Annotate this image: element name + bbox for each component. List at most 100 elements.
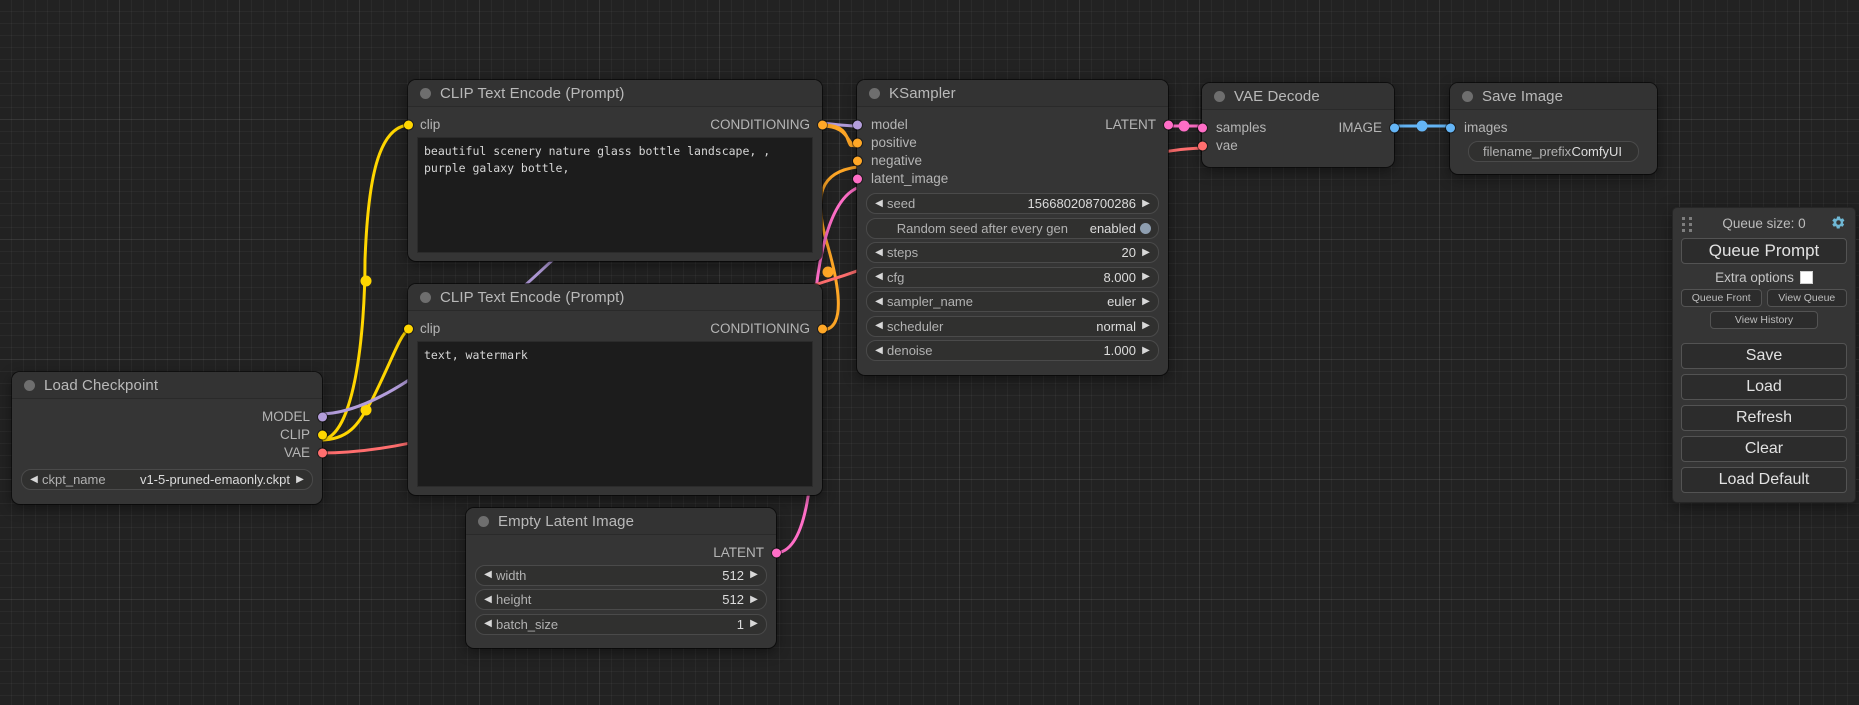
output-port-latent[interactable]: LATENT	[466, 544, 781, 561]
increment-arrow-icon[interactable]: ▶	[1142, 344, 1150, 356]
widget-filename-prefix[interactable]: filename_prefix ComfyUI	[1468, 141, 1639, 162]
collapse-dot-icon[interactable]	[420, 291, 431, 303]
decrement-arrow-icon[interactable]: ◀	[484, 569, 492, 580]
widget-batch-size[interactable]: ◀ batch_size 1 ▶	[475, 613, 767, 635]
port-dot-images-icon[interactable]	[1445, 123, 1455, 132]
increment-arrow-icon[interactable]: ▶	[750, 618, 758, 629]
widget-value: 20	[1121, 245, 1136, 260]
port-dot-model-icon[interactable]	[317, 412, 327, 421]
port-dot-conditioning-icon[interactable]	[817, 120, 827, 129]
output-port-model[interactable]: MODEL	[12, 408, 327, 425]
queue-prompt-button[interactable]: Queue Prompt	[1681, 238, 1847, 264]
decrement-arrow-icon[interactable]: ◀	[484, 618, 492, 629]
drag-handle-icon[interactable]	[1682, 217, 1693, 232]
increment-arrow-icon[interactable]: ▶	[1142, 320, 1150, 331]
port-dot-latent-icon[interactable]	[771, 548, 781, 557]
widget-random-seed-toggle[interactable]: Random seed after every gen enabled	[866, 217, 1159, 239]
node-title-bar[interactable]: CLIP Text Encode (Prompt)	[408, 284, 822, 311]
widget-label: height	[496, 592, 532, 607]
collapse-dot-icon[interactable]	[478, 515, 489, 527]
extra-options-checkbox[interactable]	[1799, 271, 1813, 284]
widget-label: ckpt_name	[42, 472, 106, 487]
load-button[interactable]: Load	[1681, 374, 1847, 400]
increment-arrow-icon[interactable]: ▶	[1142, 271, 1150, 282]
node-load-checkpoint[interactable]: Load Checkpoint MODEL CLIP VAE ◀ ckpt_na…	[12, 372, 327, 504]
collapse-dot-icon[interactable]	[869, 87, 880, 99]
output-port-vae[interactable]: VAE	[12, 444, 327, 461]
port-dot-latent-icon[interactable]	[1163, 120, 1173, 129]
node-ksampler[interactable]: KSampler model LATENT positive negative …	[852, 80, 1173, 375]
node-save-image[interactable]: Save Image images filename_prefix ComfyU…	[1445, 83, 1657, 174]
port-dot-negative-icon[interactable]	[852, 156, 862, 165]
widget-height[interactable]: ◀ height 512 ▶	[475, 589, 767, 610]
node-title-bar[interactable]: VAE Decode	[1202, 83, 1394, 110]
decrement-arrow-icon[interactable]: ◀	[875, 271, 883, 282]
widget-sampler-name[interactable]: ◀ sampler_name euler ▶	[866, 291, 1159, 312]
output-port-clip[interactable]: CLIP	[12, 426, 327, 443]
widget-value: 1	[736, 616, 744, 632]
node-clip-text-encode-negative[interactable]: CLIP Text Encode (Prompt) clip CONDITION…	[403, 284, 827, 495]
node-title-bar[interactable]: CLIP Text Encode (Prompt)	[408, 80, 822, 107]
widget-denoise[interactable]: ◀ denoise 1.000 ▶	[866, 340, 1159, 361]
port-dot-image-icon[interactable]	[1389, 123, 1399, 132]
decrement-arrow-icon[interactable]: ◀	[875, 246, 883, 258]
save-button[interactable]: Save	[1681, 343, 1847, 369]
node-body: images filename_prefix ComfyUI	[1445, 110, 1657, 174]
clear-button[interactable]: Clear	[1681, 436, 1847, 462]
port-row-samples: samples IMAGE	[1197, 119, 1399, 136]
node-clip-text-encode-positive[interactable]: CLIP Text Encode (Prompt) clip CONDITION…	[403, 80, 827, 261]
node-title-bar[interactable]: Load Checkpoint	[12, 372, 322, 399]
port-dot-conditioning-icon[interactable]	[817, 324, 827, 333]
port-label-conditioning: CONDITIONING	[710, 117, 810, 132]
decrement-arrow-icon[interactable]: ◀	[875, 197, 883, 209]
node-vae-decode[interactable]: VAE Decode samples IMAGE vae	[1197, 83, 1399, 167]
widget-cfg[interactable]: ◀ cfg 8.000 ▶	[866, 266, 1159, 288]
collapse-dot-icon[interactable]	[24, 379, 35, 391]
port-dot-clip-icon[interactable]	[317, 430, 327, 439]
port-dot-model-icon[interactable]	[852, 120, 862, 129]
widget-ckpt-name[interactable]: ◀ ckpt_name v1-5-pruned-emaonly.ckpt ▶	[21, 469, 313, 490]
increment-arrow-icon[interactable]: ▶	[750, 593, 758, 605]
refresh-button[interactable]: Refresh	[1681, 405, 1847, 431]
increment-arrow-icon[interactable]: ▶	[1142, 295, 1150, 307]
view-queue-button[interactable]: View Queue	[1766, 289, 1847, 307]
widget-label: filename_prefix	[1483, 144, 1572, 159]
increment-arrow-icon[interactable]: ▶	[296, 473, 304, 485]
widget-seed[interactable]: ◀ seed 156680208700286 ▶	[866, 193, 1159, 214]
load-default-button[interactable]: Load Default	[1681, 467, 1847, 493]
prompt-textarea-positive[interactable]: beautiful scenery nature glass bottle la…	[417, 137, 813, 253]
decrement-arrow-icon[interactable]: ◀	[30, 473, 38, 485]
decrement-arrow-icon[interactable]: ◀	[484, 593, 492, 605]
widget-steps[interactable]: ◀ steps 20 ▶	[866, 242, 1159, 263]
increment-arrow-icon[interactable]: ▶	[1142, 197, 1150, 209]
view-history-button[interactable]: View History	[1710, 311, 1818, 329]
comfy-menu-panel[interactable]: Queue size: 0 Queue Prompt Extra options…	[1673, 208, 1855, 502]
port-dot-samples-icon[interactable]	[1197, 123, 1207, 132]
port-dot-clip-icon[interactable]	[403, 120, 413, 129]
port-dot-vae-icon[interactable]	[317, 448, 327, 457]
port-label-latent-image: latent_image	[871, 171, 949, 186]
port-dot-latent-image-icon[interactable]	[852, 174, 862, 183]
node-empty-latent-image[interactable]: Empty Latent Image LATENT ◀ width 512 ▶ …	[466, 508, 781, 648]
widget-width[interactable]: ◀ width 512 ▶	[475, 564, 767, 586]
decrement-arrow-icon[interactable]: ◀	[875, 295, 883, 307]
widget-scheduler[interactable]: ◀ scheduler normal ▶	[866, 315, 1159, 337]
collapse-dot-icon[interactable]	[1214, 90, 1225, 102]
port-dot-clip-icon[interactable]	[403, 324, 413, 333]
decrement-arrow-icon[interactable]: ◀	[875, 344, 883, 356]
node-title-bar[interactable]: Empty Latent Image	[466, 508, 776, 535]
decrement-arrow-icon[interactable]: ◀	[875, 320, 883, 331]
port-dot-positive-icon[interactable]	[852, 138, 862, 147]
increment-arrow-icon[interactable]: ▶	[750, 569, 758, 580]
collapse-dot-icon[interactable]	[1462, 90, 1473, 102]
node-title-bar[interactable]: Save Image	[1450, 83, 1657, 110]
queue-front-button[interactable]: Queue Front	[1681, 289, 1762, 307]
port-row-clip: clip CONDITIONING	[403, 116, 827, 133]
port-dot-vae-icon[interactable]	[1197, 141, 1207, 150]
increment-arrow-icon[interactable]: ▶	[1142, 246, 1150, 258]
node-title-bar[interactable]: KSampler	[857, 80, 1168, 107]
collapse-dot-icon[interactable]	[420, 87, 431, 99]
prompt-textarea-negative[interactable]: text, watermark	[417, 341, 813, 487]
toggle-knob-icon[interactable]	[1140, 222, 1151, 234]
gear-icon[interactable]	[1831, 215, 1846, 230]
